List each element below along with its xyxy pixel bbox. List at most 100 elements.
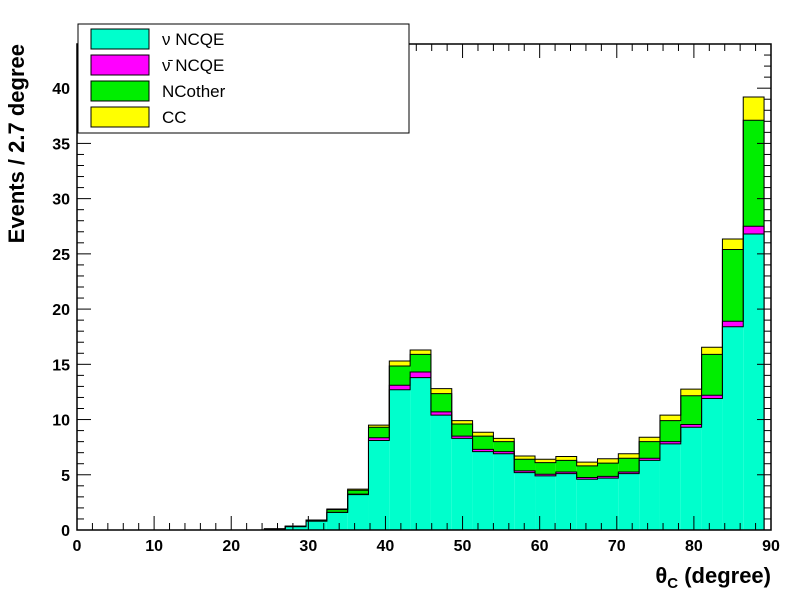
x-tick-labels: 0 10 20 30 40 50 60 70 80 90 <box>73 538 780 555</box>
bar-series-0-bin-21 <box>514 472 536 530</box>
bar-series-0-bin-32 <box>743 233 765 530</box>
bar-series-2-bin-29 <box>680 395 702 425</box>
bar-series-0-bin-17 <box>430 415 452 530</box>
bar-series-0-bin-14 <box>368 440 390 530</box>
bar-series-2-bin-32 <box>743 120 765 227</box>
legend-entries: ν NCQE ν̄ NCQE NCother CC <box>90 28 226 128</box>
legend-label-0: ν NCQE <box>162 30 224 49</box>
bar-series-0-bin-10 <box>285 526 307 530</box>
bar-series-1-bin-22 <box>535 474 556 476</box>
bar-series-3-bin-27 <box>639 437 660 442</box>
bar-series-3-bin-29 <box>680 389 702 396</box>
bar-series-1-bin-25 <box>597 476 619 479</box>
y-tick-label: 15 <box>52 357 70 374</box>
x-tick-label: 20 <box>222 538 240 555</box>
bar-series-3-bin-20 <box>493 438 515 442</box>
bar-series-0-bin-28 <box>659 443 681 530</box>
bar-series-1-bin-15 <box>389 385 411 390</box>
bar-series-3-bin-16 <box>410 349 431 355</box>
bar-series-0-bin-27 <box>639 460 660 530</box>
y-tick-label: 5 <box>61 468 70 485</box>
bar-series-1-bin-27 <box>639 458 660 461</box>
bar-series-0-bin-13 <box>347 494 369 530</box>
bar-series-1-bin-21 <box>514 470 536 473</box>
bar-series-1-bin-14 <box>368 437 390 441</box>
bar-series-1-bin-20 <box>493 451 515 454</box>
bar-series-1-bin-24 <box>576 477 598 480</box>
bar-series-0-bin-24 <box>576 479 598 530</box>
bar-series-1-bin-29 <box>680 424 702 428</box>
bar-series-2-bin-26 <box>618 458 640 473</box>
legend-label-3: CC <box>162 108 187 127</box>
bar-series-2-bin-12 <box>326 509 348 513</box>
y-tick-labels: 0 5 10 15 20 25 30 35 40 <box>52 81 70 540</box>
bar-series-0-bin-31 <box>722 326 744 530</box>
bar-series-2-bin-16 <box>410 354 431 373</box>
bar-series-1-bin-16 <box>410 372 431 378</box>
x-axis-title-subscript: C <box>667 575 678 592</box>
bar-series-1-bin-26 <box>618 472 640 474</box>
x-axis-title-unit: (degree) <box>678 563 771 588</box>
bar-series-0-bin-29 <box>680 427 702 530</box>
bar-series-1-bin-23 <box>555 472 577 474</box>
bar-series-2-bin-31 <box>722 249 744 322</box>
bar-series-0-bin-26 <box>618 473 640 530</box>
bar-series-2-bin-19 <box>472 436 494 450</box>
bar-series-0-bin-25 <box>597 478 619 530</box>
bar-series-0-bin-11 <box>306 521 327 530</box>
bar-series-3-bin-32 <box>743 97 765 121</box>
x-tick-label: 80 <box>685 538 703 555</box>
bar-series-1-bin-31 <box>722 321 744 327</box>
bar-series-2-bin-21 <box>514 459 536 471</box>
bar-series-3-bin-14 <box>368 425 390 428</box>
bar-series-1-bin-28 <box>659 441 681 444</box>
y-tick-label: 10 <box>52 413 70 430</box>
bar-series-2-bin-22 <box>535 462 556 475</box>
x-tick-label: 10 <box>145 538 163 555</box>
bar-series-3-bin-19 <box>472 432 494 437</box>
x-tick-label: 90 <box>762 538 780 555</box>
legend-label-2: NCother <box>162 82 226 101</box>
bar-series-0-bin-22 <box>535 475 556 530</box>
bar-series-0-bin-16 <box>410 377 431 530</box>
bar-series-0-bin-12 <box>326 512 348 530</box>
x-tick-label: 70 <box>608 538 626 555</box>
bar-series-0-bin-20 <box>493 453 515 530</box>
legend-label-1: ν̄ NCQE <box>162 56 224 75</box>
bar-series-1-bin-18 <box>451 436 473 439</box>
bar-series-2-bin-13 <box>347 490 369 495</box>
x-tick-label: 50 <box>454 538 472 555</box>
bar-series-3-bin-31 <box>722 238 744 250</box>
bar-series-1-bin-19 <box>472 449 494 452</box>
x-tick-label: 60 <box>531 538 549 555</box>
bar-series-0-bin-18 <box>451 438 473 530</box>
x-axis-title: θC (degree) <box>655 563 771 592</box>
legend-swatch-3 <box>90 106 150 128</box>
y-tick-label: 40 <box>52 81 70 98</box>
y-axis-title: Events / 2.7 degree <box>4 44 29 243</box>
histogram-bars <box>264 97 765 530</box>
bar-series-1-bin-32 <box>743 226 765 234</box>
bar-series-2-bin-30 <box>701 354 723 396</box>
bar-series-2-bin-17 <box>430 393 452 412</box>
bar-series-2-bin-20 <box>493 441 515 452</box>
bar-series-2-bin-25 <box>597 463 619 477</box>
bar-series-0-bin-30 <box>701 398 723 530</box>
bar-series-3-bin-25 <box>597 458 619 464</box>
bar-series-1-bin-17 <box>430 411 452 416</box>
x-tick-label: 30 <box>299 538 317 555</box>
y-tick-label: 35 <box>52 136 70 153</box>
bar-series-2-bin-15 <box>389 365 411 386</box>
bar-series-2-bin-11 <box>306 520 327 522</box>
bar-series-2-bin-27 <box>639 441 660 459</box>
bar-series-2-bin-24 <box>576 465 598 478</box>
bar-series-3-bin-15 <box>389 361 411 366</box>
bar-series-3-bin-13 <box>347 489 369 491</box>
bar-series-0-bin-23 <box>555 473 577 530</box>
bar-series-3-bin-21 <box>514 455 536 460</box>
y-tick-label: 0 <box>61 523 70 540</box>
y-tick-label: 25 <box>52 247 70 264</box>
bar-series-3-bin-30 <box>701 347 723 355</box>
x-tick-label: 40 <box>377 538 395 555</box>
legend-swatch-2 <box>90 80 150 102</box>
